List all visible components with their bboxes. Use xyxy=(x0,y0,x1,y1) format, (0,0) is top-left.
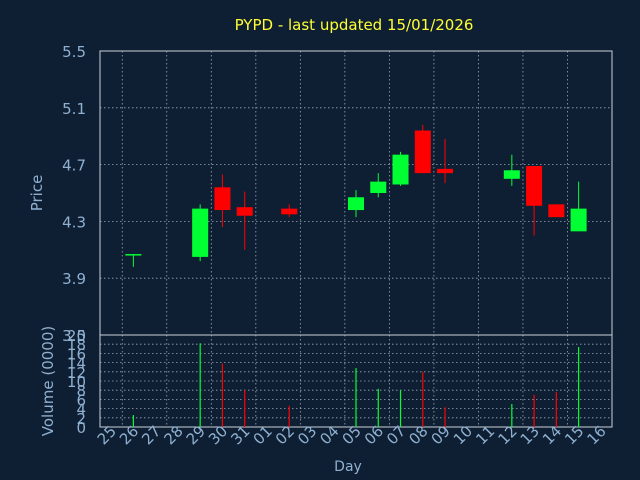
volume-bars xyxy=(132,343,580,427)
volume-y-tick-label: 18 xyxy=(67,336,86,354)
candle-body xyxy=(437,168,454,174)
candle-body xyxy=(503,170,520,179)
x-ticks: 2526272829303101020304050607080910111213… xyxy=(94,422,610,448)
price-axis-label: Price xyxy=(28,175,46,212)
candle-body xyxy=(570,208,587,232)
candle-body xyxy=(370,181,387,193)
volume-bar xyxy=(444,407,446,427)
candles xyxy=(125,124,587,267)
candle-body xyxy=(526,166,543,206)
volume-bar xyxy=(244,390,246,427)
volume-bar xyxy=(199,343,201,427)
volume-bar xyxy=(511,404,513,427)
price-y-ticks: 3.5 3.9 4.3 4.7 5.1 5.5 xyxy=(62,43,86,345)
candle-body xyxy=(214,187,231,211)
price-y-tick-label: 3.9 xyxy=(62,270,86,288)
volume-y-tick-label: 14 xyxy=(67,355,86,373)
candle-body xyxy=(192,208,209,257)
price-y-tick-label: 5.1 xyxy=(62,100,86,118)
price-y-tick-label: 5.5 xyxy=(62,43,86,61)
candle-body xyxy=(548,204,565,218)
volume-bar xyxy=(221,363,224,427)
volume-y-tick-label: 12 xyxy=(67,364,86,382)
volume-y-tick-label: 4 xyxy=(76,401,86,419)
candle-body xyxy=(125,254,142,256)
volume-y-tick-label: 20 xyxy=(67,327,86,345)
volume-y-tick-label: 8 xyxy=(76,382,86,400)
volume-bar xyxy=(533,394,535,427)
volume-y-tick-label: 16 xyxy=(67,345,86,363)
candle-body xyxy=(347,197,365,211)
volume-y-tick-label: 6 xyxy=(76,391,86,409)
price-y-tick-label: 4.7 xyxy=(62,157,86,175)
candle-body xyxy=(281,208,298,215)
candle-body xyxy=(236,207,253,216)
price-y-tick-label: 3.5 xyxy=(62,327,86,345)
volume-axis-label: Volume (0000) xyxy=(39,326,57,436)
volume-bar xyxy=(377,388,379,427)
volume-bar xyxy=(355,368,357,427)
candle-body xyxy=(414,130,431,174)
volume-bar xyxy=(422,371,424,427)
chart-title: PYPD - last updated 15/01/2026 xyxy=(235,16,474,34)
x-axis-label: Day xyxy=(334,459,362,475)
volume-y-tick-label: 10 xyxy=(67,373,86,391)
candle-body xyxy=(392,154,409,185)
volume-bar xyxy=(555,392,557,427)
x-tick-label: 16 xyxy=(583,422,609,448)
volume-bar xyxy=(288,405,290,427)
volume-y-tick-label: 0 xyxy=(76,419,86,437)
volume-bar xyxy=(132,415,134,427)
volume-y-tick-label: 2 xyxy=(76,410,86,428)
volume-bar xyxy=(399,390,402,427)
price-y-tick-label: 4.3 xyxy=(62,213,86,231)
volume-bar xyxy=(578,346,580,427)
